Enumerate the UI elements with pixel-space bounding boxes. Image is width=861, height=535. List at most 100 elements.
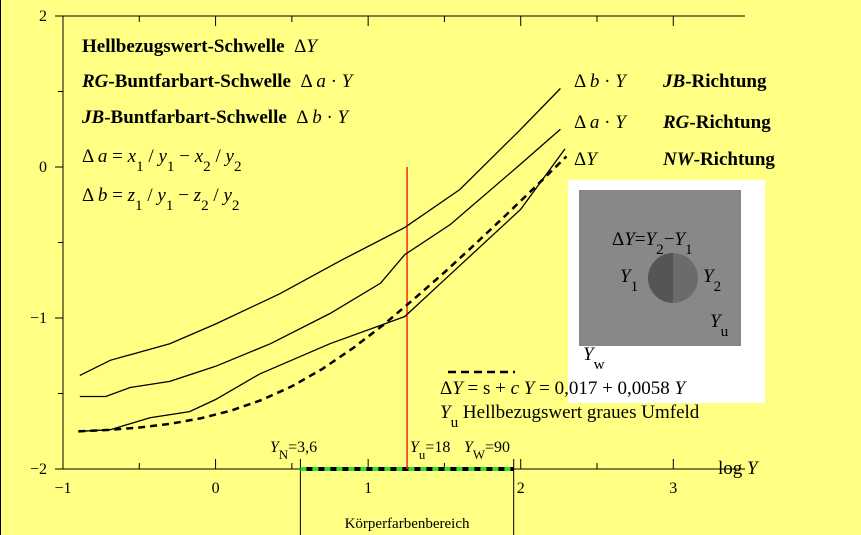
text-part: Δ xyxy=(612,229,624,250)
text-part: u xyxy=(721,323,729,340)
text-part: Hellbezugswert-Schwelle xyxy=(82,36,285,57)
text-part: Δ xyxy=(440,378,452,399)
x-tick-label: −1 xyxy=(54,480,71,497)
text-part: · xyxy=(326,71,342,92)
text-part: Hellbezugswert graues Umfeld xyxy=(458,402,700,423)
text-part: 1 xyxy=(631,278,639,295)
text-part: Y xyxy=(306,36,319,57)
text-part: / xyxy=(211,146,226,167)
text-part: a xyxy=(98,146,108,167)
text-part: Δ xyxy=(574,112,590,133)
text-part: -Buntfarbart-Schwelle xyxy=(104,107,287,128)
text-part: · xyxy=(599,112,615,133)
text-part: = xyxy=(107,146,127,167)
text-part: w xyxy=(594,356,605,373)
curve-term: Δ a · Y xyxy=(574,112,628,133)
y-tick-label: −1 xyxy=(30,310,47,327)
text-part: Y xyxy=(586,149,599,170)
text-part: Δ xyxy=(285,36,307,57)
x-tick-label: 3 xyxy=(669,480,677,497)
text-part: · xyxy=(322,107,338,128)
text-part: · xyxy=(599,71,615,92)
text-part: 1 xyxy=(135,197,143,214)
x-axis-label: log Y xyxy=(718,458,760,479)
text-part: =18 xyxy=(425,439,450,456)
legend-line: Δ a = x1 / y1 − x2 / y2 xyxy=(82,146,242,175)
text-part: Δ xyxy=(574,71,590,92)
text-part: − xyxy=(664,229,675,250)
chart: 20−1−2−10123log YHellbezugswert-Schwelle… xyxy=(0,0,861,535)
text-part: Δ xyxy=(291,71,316,92)
text-part: / xyxy=(143,185,158,206)
text-part: y xyxy=(155,185,166,206)
text-part: 2 xyxy=(714,278,722,295)
range-label: Yu=18 xyxy=(410,439,450,462)
text-part: − xyxy=(174,146,194,167)
text-part: log xyxy=(718,458,747,479)
y-tick-label: 0 xyxy=(39,159,47,176)
range-label: YW=90 xyxy=(464,439,510,462)
y-tick-label: −2 xyxy=(30,461,47,478)
text-part: 1 xyxy=(136,158,144,175)
text-part: 2 xyxy=(234,158,242,175)
text-part: Δ xyxy=(574,149,586,170)
text-part: a xyxy=(316,71,326,92)
text-part: = xyxy=(635,229,646,250)
text-part: = 0,017 + 0,0058 xyxy=(534,378,674,399)
x-tick-label: 0 xyxy=(212,480,220,497)
text-part: RG xyxy=(81,71,109,92)
text-part: N xyxy=(279,448,288,462)
threshold-curve xyxy=(80,129,561,396)
range-caption: Körperfarbenbereich xyxy=(345,516,470,532)
text-part: -Buntfarbart-Schwelle xyxy=(108,71,291,92)
text-part: − xyxy=(173,185,193,206)
text-part: b xyxy=(590,71,600,92)
text-part: -Richtung xyxy=(685,71,767,92)
text-part: JB xyxy=(662,71,685,92)
text-part: b xyxy=(98,185,108,206)
y-tick-label: 2 xyxy=(39,8,47,25)
text-part: 1 xyxy=(166,197,174,214)
legend-line: JB-Buntfarbart-Schwelle Δ b · Y xyxy=(81,107,351,128)
text-part: Y xyxy=(747,458,760,479)
legend-line: Hellbezugswert-Schwelle ΔY xyxy=(82,36,319,57)
text-part: -Richtung xyxy=(689,112,771,133)
text-part: Y xyxy=(615,71,628,92)
legend-line: RG-Buntfarbart-Schwelle Δ a · Y xyxy=(81,71,355,92)
text-part: / xyxy=(209,185,224,206)
text-part: 2 xyxy=(201,197,209,214)
legend-line: Δ b = z1 / y1 − z2 / y2 xyxy=(82,185,239,214)
text-part: Δ xyxy=(82,185,98,206)
text-part: RG xyxy=(662,112,690,133)
page: {"chart_data": { "type": "line", "xlim":… xyxy=(0,0,861,535)
text-part: Y xyxy=(338,107,351,128)
text-part: 1 xyxy=(685,241,693,258)
text-part: =90 xyxy=(485,439,510,456)
range-label: YN=3,6 xyxy=(270,439,317,462)
text-part: W xyxy=(473,448,486,462)
text-part: 2 xyxy=(232,197,240,214)
text-part: = xyxy=(107,185,127,206)
text-part: Y xyxy=(342,71,355,92)
text-part: a xyxy=(590,112,600,133)
text-part: / xyxy=(144,146,159,167)
text-part: 1 xyxy=(167,158,175,175)
curve-term: Δ b · Y xyxy=(574,71,628,92)
text-part: =3,6 xyxy=(288,439,317,456)
text-part: y xyxy=(224,146,235,167)
curve-direction: NW-Richtung xyxy=(662,149,775,170)
text-part: b xyxy=(312,107,322,128)
text-part: -Richtung xyxy=(694,149,776,170)
x-tick-label: 1 xyxy=(364,480,372,497)
text-part: y xyxy=(156,146,167,167)
text-part: Δ xyxy=(287,107,312,128)
curve-direction: RG-Richtung xyxy=(662,112,771,133)
text-part: JB xyxy=(81,107,104,128)
text-part: = s + xyxy=(463,378,511,399)
text-part: NW xyxy=(662,149,695,170)
text-part: y xyxy=(221,185,232,206)
text-part: Δ xyxy=(82,146,98,167)
text-part: 2 xyxy=(203,158,211,175)
text-part: c Y xyxy=(511,378,537,399)
text-part: Y xyxy=(615,112,628,133)
